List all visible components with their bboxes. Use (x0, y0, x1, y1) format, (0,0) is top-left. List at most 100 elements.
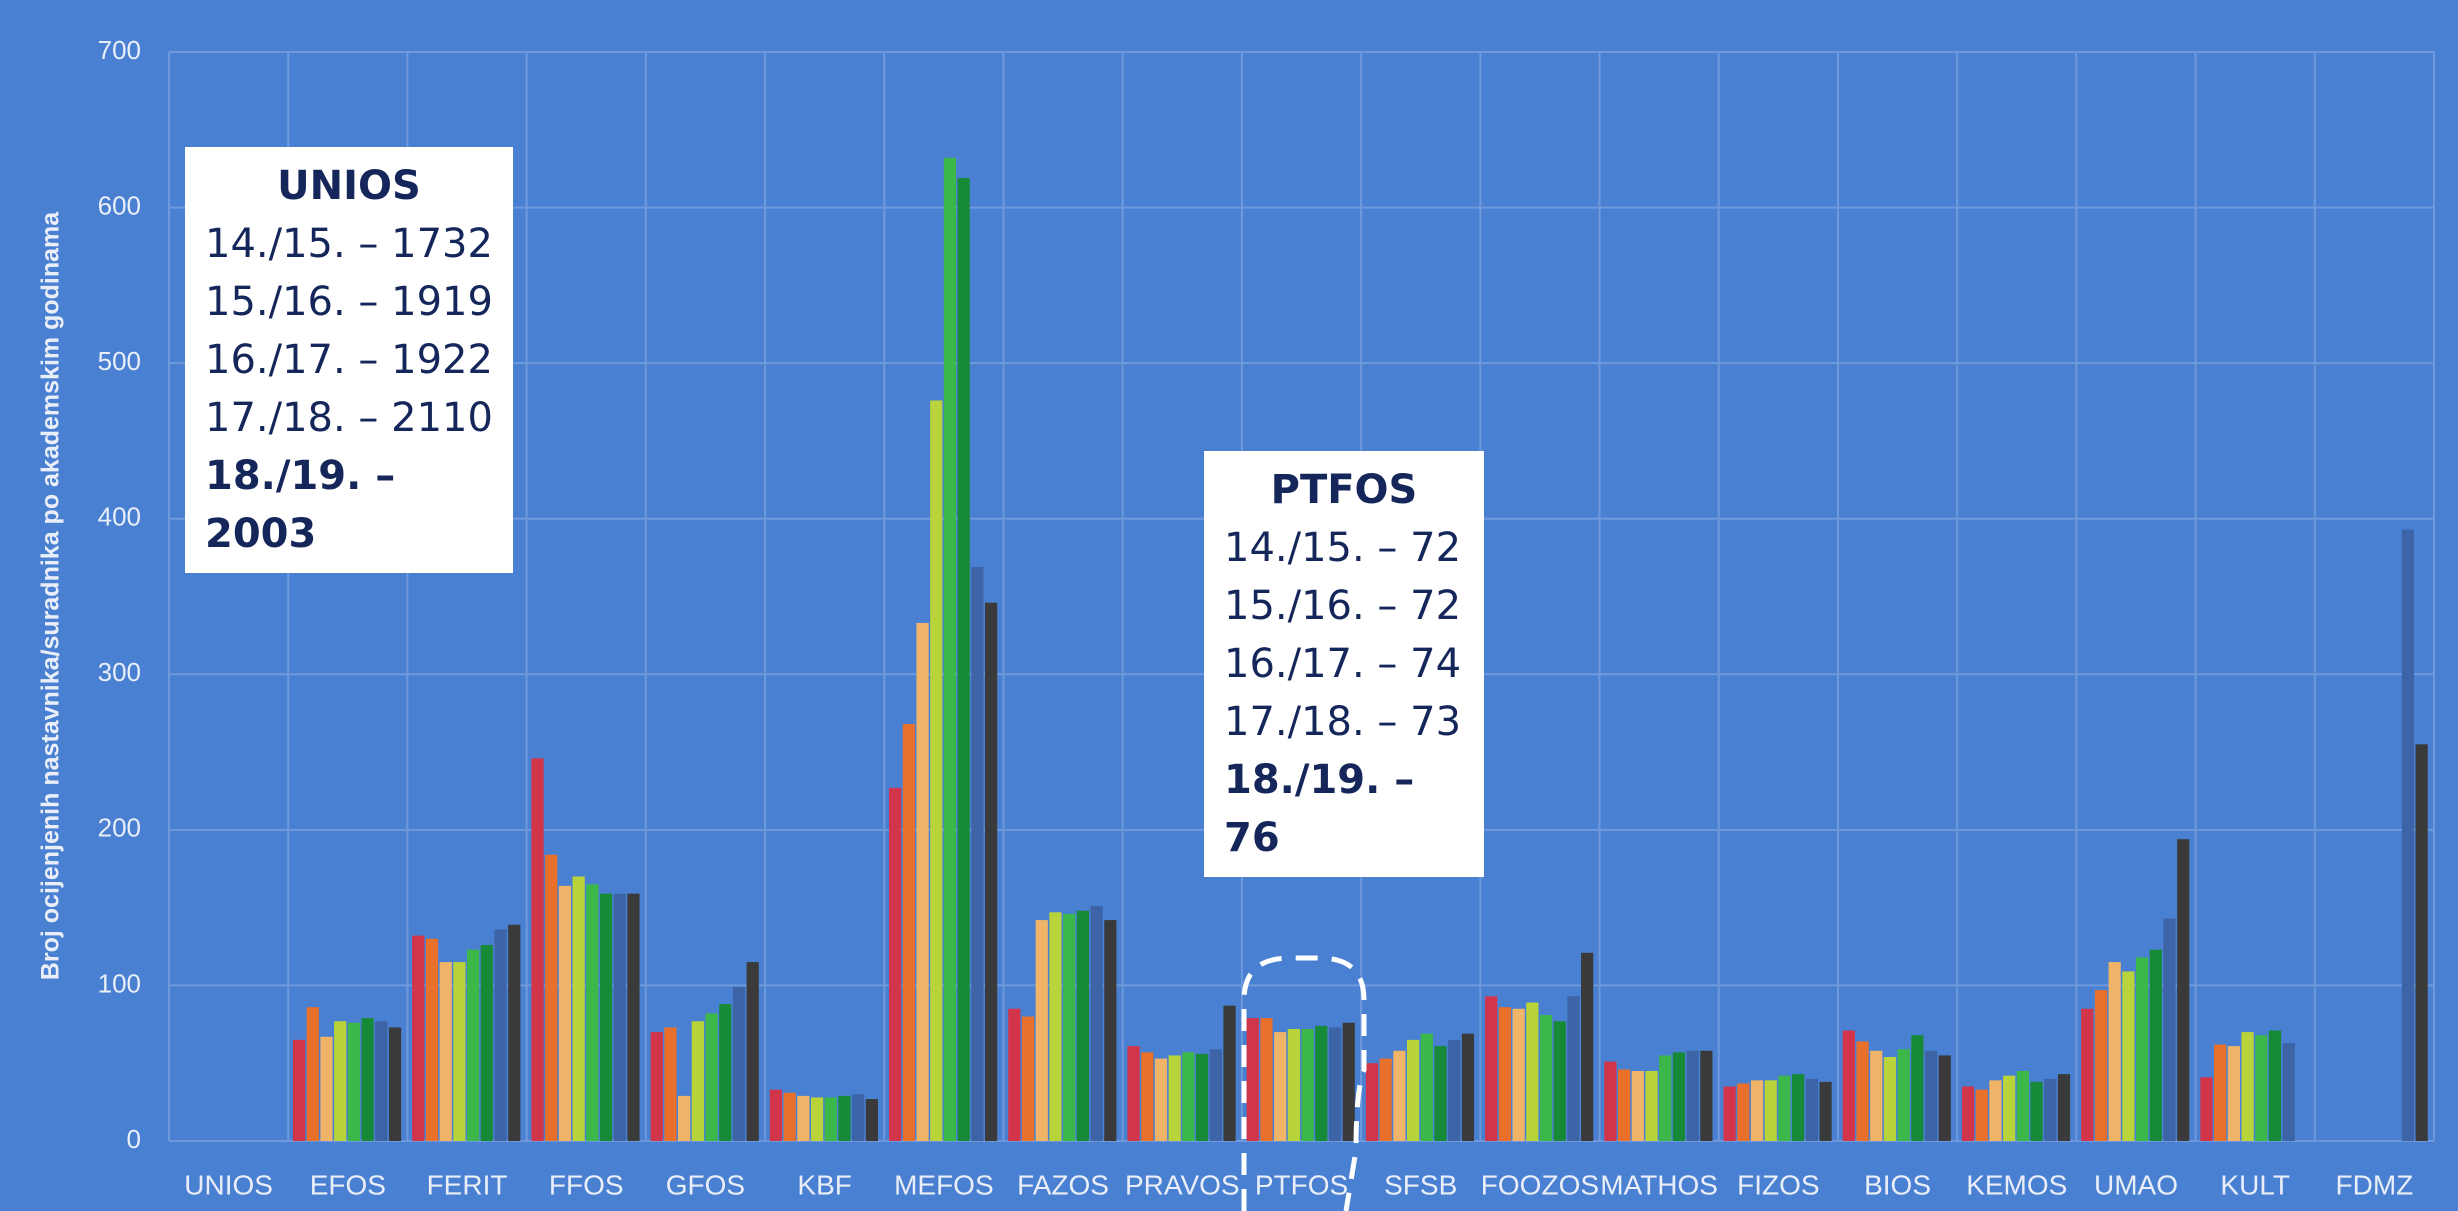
bar (2255, 1035, 2268, 1141)
bar (1618, 1069, 1631, 1141)
bar (1659, 1055, 1672, 1141)
bar (1819, 1081, 1832, 1141)
bar (650, 1032, 663, 1141)
bar (1434, 1046, 1447, 1141)
bar (599, 893, 613, 1141)
bar (2016, 1070, 2029, 1141)
bar (1246, 1018, 1259, 1141)
bar (1448, 1039, 1461, 1141)
bar (852, 1094, 865, 1141)
note-line: 18./19. – 2003 (205, 453, 396, 557)
bar (2135, 957, 2149, 1141)
bar (1342, 1022, 1355, 1141)
bar (783, 1092, 796, 1141)
bar (613, 893, 626, 1141)
x-tick-label: EFOS (310, 1169, 386, 1200)
bar (2241, 1032, 2254, 1141)
bar (2163, 918, 2176, 1141)
bar (2200, 1077, 2213, 1141)
bar (2177, 839, 2190, 1141)
bar (810, 1097, 824, 1141)
bar (664, 1027, 677, 1141)
unios-note: UNIOS 14./15. – 1732 15./16. – 1919 16./17… (185, 147, 513, 573)
bar (1539, 1014, 1553, 1141)
bar (916, 622, 929, 1141)
x-tick-label: PTFOS (1255, 1169, 1348, 1200)
bar (494, 929, 507, 1141)
y-tick-label: 300 (98, 657, 141, 687)
bar (412, 935, 425, 1141)
bar (1526, 1002, 1539, 1141)
note-line: 14./15. – 1732 (205, 221, 493, 267)
bar (1842, 1030, 1855, 1141)
bar (439, 962, 452, 1141)
bar (1686, 1050, 1699, 1141)
bar (678, 1095, 691, 1141)
bar (1512, 1008, 1525, 1141)
bar (1750, 1080, 1764, 1141)
bar (627, 893, 640, 1141)
bar (943, 157, 957, 1141)
highlight-outline (1241, 955, 1367, 1211)
bar (1938, 1055, 1951, 1141)
bar (453, 962, 466, 1141)
x-tick-label: UMAO (2094, 1169, 2178, 1200)
bar (1260, 1018, 1273, 1141)
bar (292, 1039, 306, 1141)
bar (1567, 996, 1580, 1141)
y-tick-label: 100 (98, 968, 141, 998)
bar (838, 1095, 851, 1141)
bar (797, 1095, 810, 1141)
x-tick-label: KEMOS (1966, 1169, 2067, 1200)
bar (732, 986, 746, 1141)
bar (865, 1098, 878, 1141)
bar (1104, 920, 1117, 1141)
bar (1315, 1025, 1328, 1141)
bar (1461, 1033, 1475, 1141)
bar (705, 1013, 718, 1141)
bar (1076, 910, 1089, 1141)
bar (691, 1021, 704, 1141)
bar (1021, 1016, 1035, 1141)
bar (467, 949, 480, 1141)
bar (1182, 1052, 1195, 1141)
note-line: 16./17. – 1922 (205, 337, 493, 383)
bar (2401, 529, 2415, 1141)
bar (1420, 1033, 1433, 1141)
x-tick-label: MEFOS (894, 1169, 994, 1200)
bar (1856, 1041, 1869, 1141)
bar (1897, 1049, 1910, 1141)
bar (902, 724, 915, 1141)
y-axis-label: Broj ocijenjenih nastavnika/suradnika po… (37, 211, 65, 980)
bar (2149, 949, 2162, 1141)
x-tick-label: FAZOS (1017, 1169, 1109, 1200)
bar (1604, 1061, 1617, 1141)
bar (1008, 1008, 1021, 1141)
bar (2227, 1046, 2240, 1141)
bar (531, 758, 544, 1141)
bar (1553, 1021, 1566, 1141)
bar (2044, 1078, 2057, 1141)
bar (508, 924, 521, 1141)
bar (1778, 1075, 1791, 1141)
x-tick-label: PRAVOS (1125, 1169, 1240, 1200)
bar (1924, 1050, 1938, 1141)
bar (2003, 1075, 2016, 1141)
y-tick-label: 700 (98, 35, 141, 65)
x-tick-label: FERIT (427, 1169, 508, 1200)
bar (971, 566, 984, 1141)
bar (361, 1018, 374, 1141)
bar (1805, 1078, 1818, 1141)
x-tick-label: FFOS (549, 1169, 624, 1200)
bar (1792, 1074, 1805, 1141)
bar (2094, 990, 2108, 1141)
x-tick-label: FDMZ (2336, 1169, 2414, 1200)
note-line: 17./18. – 73 (1224, 699, 1462, 745)
bar (2057, 1074, 2071, 1141)
bar (1764, 1080, 1777, 1141)
bar (320, 1036, 333, 1141)
bar (1127, 1046, 1140, 1141)
bar (425, 938, 439, 1141)
bar (1141, 1052, 1154, 1141)
